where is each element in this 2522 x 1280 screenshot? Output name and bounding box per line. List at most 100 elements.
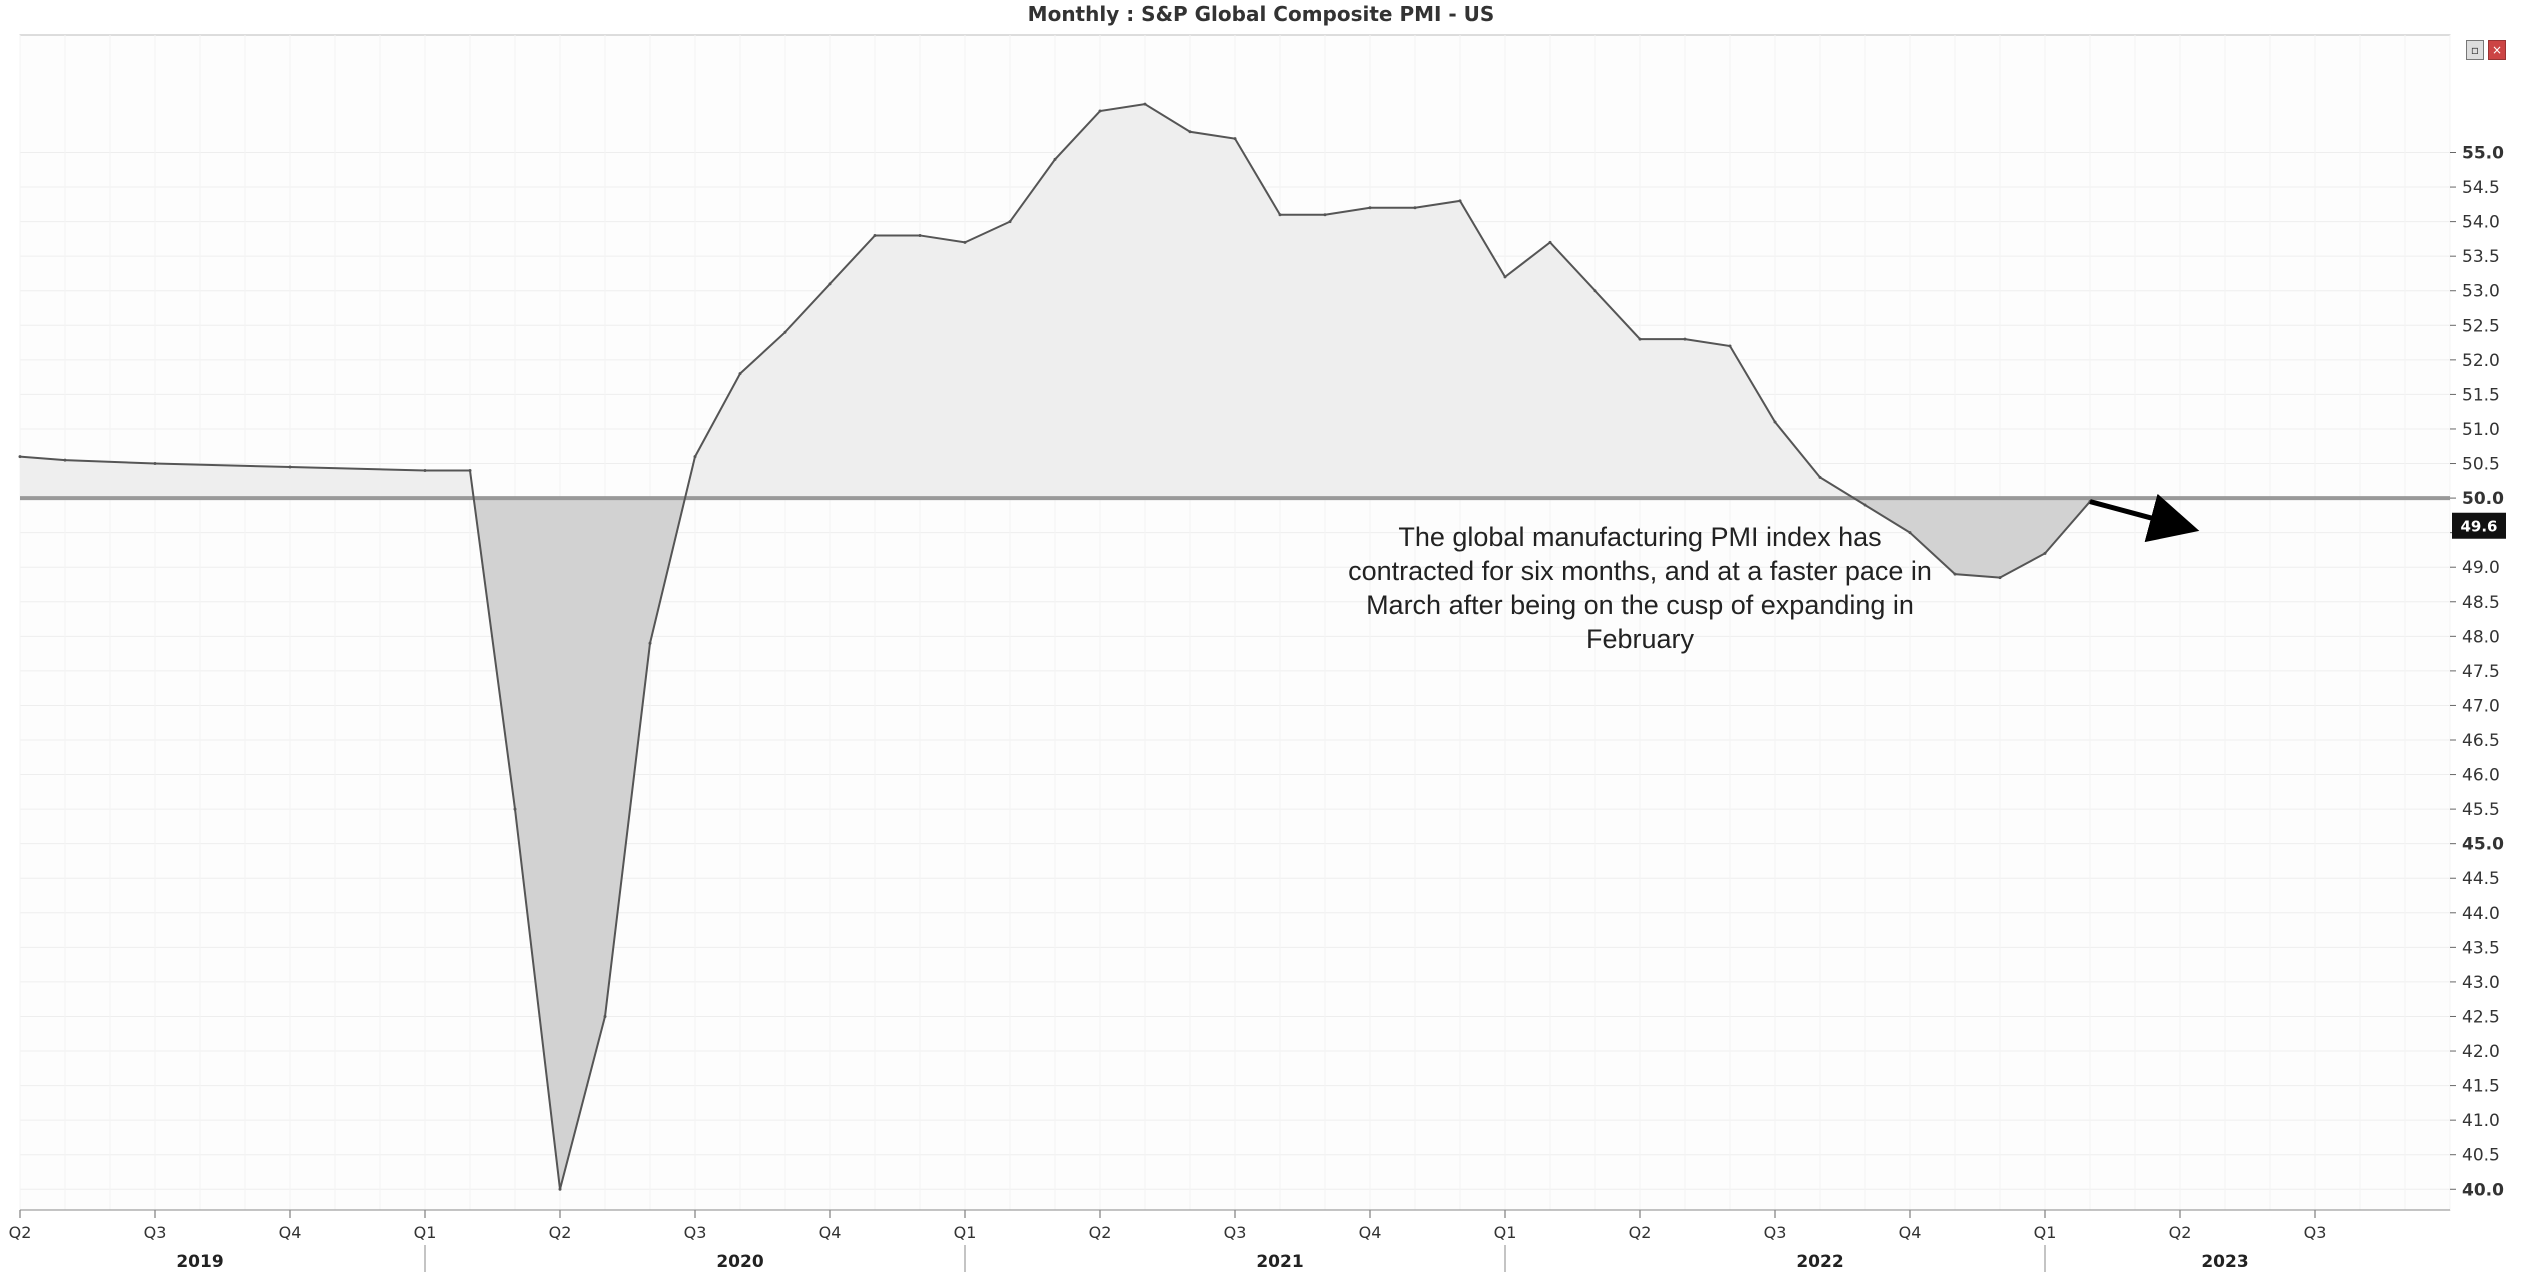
data-point	[1593, 289, 1597, 293]
data-point	[1773, 420, 1777, 424]
x-year-label: 2019	[176, 1252, 223, 1272]
y-tick-label: 41.5	[2462, 1077, 2500, 1097]
y-tick-label: 44.5	[2462, 869, 2500, 889]
last-value-label: 49.6	[2460, 518, 2497, 536]
data-point	[1323, 213, 1327, 217]
data-point	[1233, 137, 1237, 141]
x-quarter-label: Q4	[1899, 1223, 1922, 1242]
y-tick-label: 49.0	[2462, 558, 2500, 578]
area-above-50	[20, 104, 2090, 499]
data-point	[153, 462, 157, 466]
x-quarter-label: Q3	[1764, 1223, 1787, 1242]
y-tick-label: 48.5	[2462, 593, 2500, 613]
y-tick-label: 41.0	[2462, 1111, 2500, 1131]
data-point	[1863, 503, 1867, 507]
y-tick-label: 50.5	[2462, 455, 2500, 475]
y-tick-label: 47.0	[2462, 696, 2500, 716]
data-point	[558, 1187, 562, 1191]
annotation-text: The global manufacturing PMI index has c…	[1348, 522, 1932, 654]
data-point	[1278, 213, 1282, 217]
data-point	[648, 641, 652, 645]
x-quarter-label: Q1	[414, 1223, 437, 1242]
data-point	[783, 330, 787, 334]
y-tick-label: 51.5	[2462, 385, 2500, 405]
data-point	[18, 455, 22, 459]
data-point	[1188, 130, 1192, 134]
restore-icon[interactable]: ▫	[2466, 40, 2484, 60]
data-point	[1053, 157, 1057, 161]
y-tick-label: 50.0	[2462, 489, 2504, 509]
data-point	[1638, 337, 1642, 341]
data-point	[1413, 206, 1417, 210]
x-quarter-label: Q1	[954, 1223, 977, 1242]
data-point	[1953, 572, 1957, 576]
x-quarter-label: Q2	[549, 1223, 572, 1242]
data-point	[1458, 199, 1462, 203]
x-quarter-label: Q3	[2304, 1223, 2327, 1242]
trend-arrow	[2089, 493, 2200, 543]
x-year-label: 2022	[1796, 1252, 1843, 1272]
x-year-label: 2023	[2201, 1252, 2248, 1272]
last-value-box	[2452, 512, 2506, 539]
data-point	[288, 465, 292, 469]
data-point	[828, 282, 832, 286]
data-point	[1008, 220, 1012, 224]
x-quarter-label: Q3	[144, 1223, 167, 1242]
x-quarter-label: Q4	[279, 1223, 302, 1242]
data-point	[1818, 475, 1822, 479]
data-point	[1503, 275, 1507, 279]
x-quarter-label: Q2	[2169, 1223, 2192, 1242]
x-quarter-label: Q4	[819, 1223, 842, 1242]
line-layer	[18, 102, 2450, 1191]
y-tick-label: 46.5	[2462, 731, 2500, 751]
data-point	[1908, 531, 1912, 535]
data-point	[423, 468, 427, 472]
data-point	[1683, 337, 1687, 341]
chart-title: Monthly : S&P Global Composite PMI - US	[1027, 2, 1495, 26]
y-tick-label: 43.5	[2462, 938, 2500, 958]
y-tick-label: 46.0	[2462, 766, 2500, 786]
data-point	[873, 233, 877, 237]
y-tick-label: 52.0	[2462, 351, 2500, 371]
data-point	[918, 233, 922, 237]
data-point	[738, 372, 742, 376]
data-point	[1143, 102, 1147, 106]
y-tick-label: 43.0	[2462, 973, 2500, 993]
x-quarter-label: Q3	[684, 1223, 707, 1242]
area-layer	[20, 104, 2090, 1190]
y-tick-label: 53.5	[2462, 247, 2500, 267]
data-point	[963, 240, 967, 244]
y-tick-label: 51.0	[2462, 420, 2500, 440]
y-tick-label: 40.5	[2462, 1146, 2500, 1166]
close-icon[interactable]: ×	[2488, 40, 2506, 60]
x-quarter-label: Q2	[9, 1223, 32, 1242]
y-tick-label: 53.0	[2462, 282, 2500, 302]
y-tick-label: 54.5	[2462, 178, 2500, 198]
x-quarter-label: Q3	[1224, 1223, 1247, 1242]
y-tick-label: 40.0	[2462, 1180, 2504, 1200]
y-tick-label: 54.0	[2462, 213, 2500, 233]
x-quarter-label: Q1	[2034, 1223, 2057, 1242]
x-quarter-label: Q1	[1494, 1223, 1517, 1242]
y-tick-label: 42.0	[2462, 1042, 2500, 1062]
data-point	[513, 807, 517, 811]
y-tick-label: 45.5	[2462, 800, 2500, 820]
data-point	[63, 458, 67, 462]
data-point	[468, 468, 472, 472]
x-quarter-label: Q2	[1629, 1223, 1652, 1242]
y-tick-label: 47.5	[2462, 662, 2500, 682]
data-point	[1368, 206, 1372, 210]
data-point	[1728, 344, 1732, 348]
area-below-50	[473, 498, 2090, 1190]
y-tick-label: 48.0	[2462, 627, 2500, 647]
y-tick-label: 52.5	[2462, 316, 2500, 336]
x-quarter-label: Q2	[1089, 1223, 1112, 1242]
data-point	[1998, 576, 2002, 580]
series-line	[19, 103, 2091, 1190]
y-tick-label: 42.5	[2462, 1007, 2500, 1027]
y-tick-label: 55.0	[2462, 144, 2504, 164]
data-point	[1098, 109, 1102, 113]
data-point	[693, 455, 697, 459]
y-tick-label: 45.0	[2462, 835, 2504, 855]
